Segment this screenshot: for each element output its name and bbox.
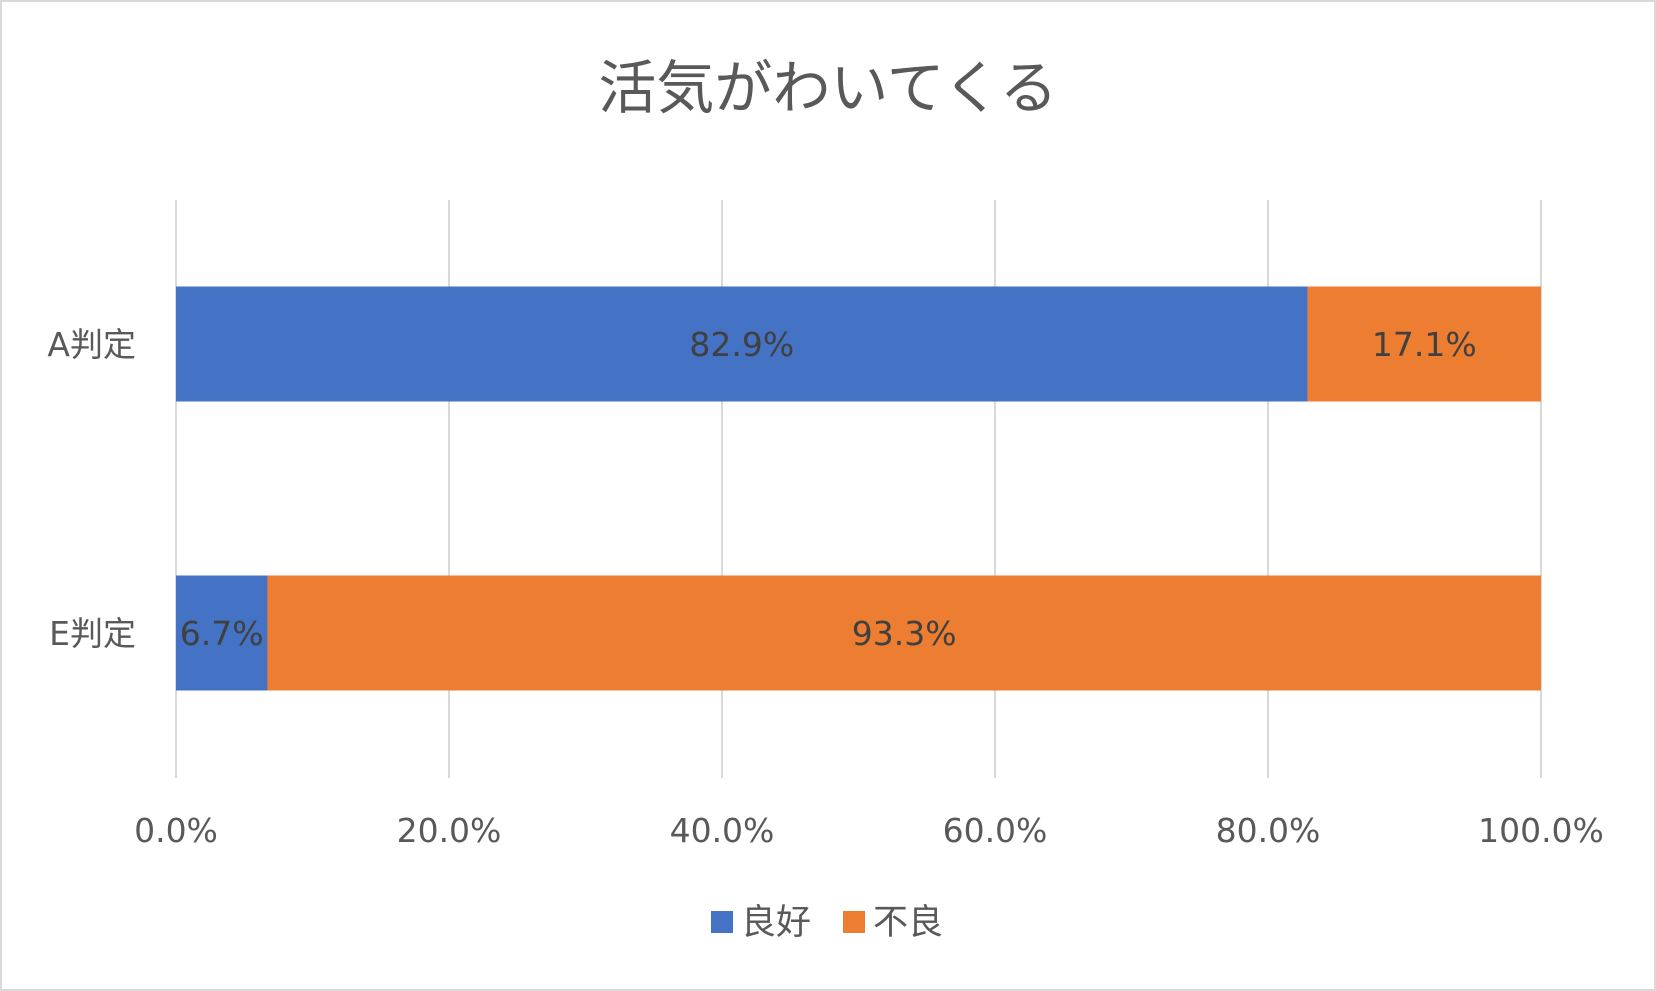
- data-label: 93.3%: [852, 614, 957, 653]
- bar-segment: [176, 286, 1308, 402]
- bars: [176, 286, 1542, 691]
- legend-swatch: [711, 911, 733, 933]
- y-axis-categories: A判定 E判定: [47, 325, 136, 653]
- x-tick-label: 100.0%: [1478, 811, 1604, 850]
- legend-label: 良好: [741, 903, 811, 943]
- bar-segment: [267, 575, 1542, 691]
- x-tick-label: 80.0%: [1216, 811, 1321, 850]
- x-tick-label: 0.0%: [134, 811, 218, 850]
- x-axis: 0.0% 20.0% 40.0% 60.0% 80.0% 100.0%: [134, 811, 1604, 850]
- bar-segment: [176, 575, 268, 691]
- x-tick-label: 60.0%: [943, 811, 1048, 850]
- legend-swatch: [843, 911, 865, 933]
- chart-title: 活気がわいてくる: [598, 54, 1057, 122]
- category-label: A判定: [47, 325, 136, 364]
- data-label: 17.1%: [1372, 325, 1477, 364]
- x-tick-label: 40.0%: [670, 811, 775, 850]
- bar-segment: [1307, 286, 1541, 402]
- data-labels: 82.9% 17.1% 6.7% 93.3%: [180, 325, 1477, 653]
- data-label: 6.7%: [180, 614, 264, 653]
- x-tick-label: 20.0%: [397, 811, 502, 850]
- data-label: 82.9%: [689, 325, 794, 364]
- category-label: E判定: [49, 614, 136, 653]
- legend-label: 不良: [873, 903, 943, 943]
- legend: 良好 不良: [711, 903, 943, 943]
